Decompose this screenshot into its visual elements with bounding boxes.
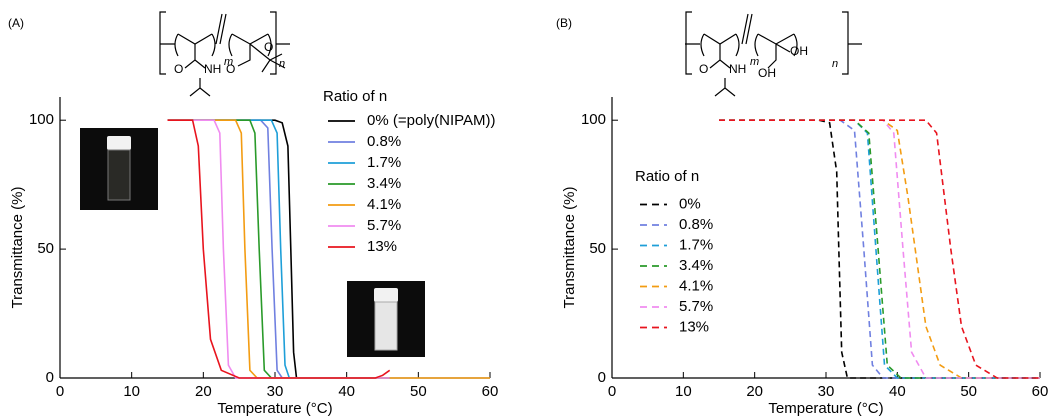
y-tick-label: 100	[29, 111, 54, 128]
data-line	[719, 119, 1040, 379]
y-axis-label: Transmittance (%)	[561, 187, 578, 309]
photo-clear	[80, 128, 158, 210]
x-tick-label: 0	[608, 383, 616, 400]
legend-label: 4.1%	[679, 277, 713, 294]
structure-label: O	[226, 62, 235, 76]
x-tick-label: 50	[960, 383, 977, 400]
legend-label: 13%	[679, 318, 709, 335]
x-tick-label: 60	[1032, 383, 1049, 400]
x-axis-label: Temperature (°C)	[217, 400, 332, 417]
legend-label: 3.4%	[679, 257, 713, 274]
panel-label: (A)	[8, 16, 24, 30]
data-line	[719, 119, 1040, 379]
legend-label: 5.7%	[367, 217, 401, 234]
y-tick-label: 100	[581, 111, 606, 128]
legend-label: 0% (=poly(NIPAM))	[367, 112, 496, 129]
structure-label: OH	[790, 44, 808, 58]
data-line	[719, 119, 1040, 379]
structure-label: O	[264, 40, 273, 54]
structure-a	[159, 11, 290, 97]
structure-label: n	[279, 58, 285, 70]
structure-label: NH	[204, 62, 221, 76]
x-tick-label: 0	[56, 383, 64, 400]
structure-label: O	[699, 62, 708, 76]
panel-label: (B)	[556, 16, 572, 30]
data-line	[167, 119, 490, 379]
y-tick-label: 50	[37, 240, 54, 257]
legend-label: 5.7%	[679, 298, 713, 315]
legend-label: 0%	[679, 195, 701, 212]
x-tick-label: 50	[410, 383, 427, 400]
x-tick-label: 60	[482, 383, 499, 400]
legend-title: Ratio of n	[323, 88, 387, 105]
data-line	[719, 119, 1040, 379]
legend-label: 4.1%	[367, 196, 401, 213]
structure-label: NH	[729, 62, 746, 76]
x-tick-label: 20	[746, 383, 763, 400]
legend-label: 0.8%	[367, 133, 401, 150]
legend-label: 13%	[367, 238, 397, 255]
legend-label: 1.7%	[367, 154, 401, 171]
data-line	[719, 119, 1040, 379]
x-axis-label: Temperature (°C)	[768, 400, 883, 417]
legend-label: 0.8%	[679, 216, 713, 233]
structure-label: m	[750, 56, 759, 68]
y-tick-label: 0	[46, 369, 54, 386]
photo-turbid	[347, 281, 425, 357]
x-tick-label: 40	[889, 383, 906, 400]
data-line	[719, 119, 1040, 379]
x-tick-label: 20	[195, 383, 212, 400]
legend-title: Ratio of n	[635, 168, 699, 185]
structure-label: O	[174, 62, 183, 76]
legend-label: 3.4%	[367, 175, 401, 192]
structure-label: OH	[758, 66, 776, 80]
data-line	[719, 119, 1040, 379]
y-axis-label: Transmittance (%)	[9, 187, 26, 309]
structure-label: m	[224, 56, 233, 68]
legend-label: 1.7%	[679, 236, 713, 253]
data-line	[167, 119, 390, 379]
x-tick-label: 30	[818, 383, 835, 400]
x-tick-label: 30	[267, 383, 284, 400]
x-tick-label: 40	[338, 383, 355, 400]
data-line	[167, 119, 390, 379]
structure-b	[685, 11, 862, 97]
x-tick-label: 10	[123, 383, 140, 400]
y-tick-label: 50	[589, 240, 606, 257]
structure-label: n	[832, 58, 838, 70]
x-tick-label: 10	[675, 383, 692, 400]
data-line	[167, 119, 391, 379]
y-tick-label: 0	[598, 369, 606, 386]
